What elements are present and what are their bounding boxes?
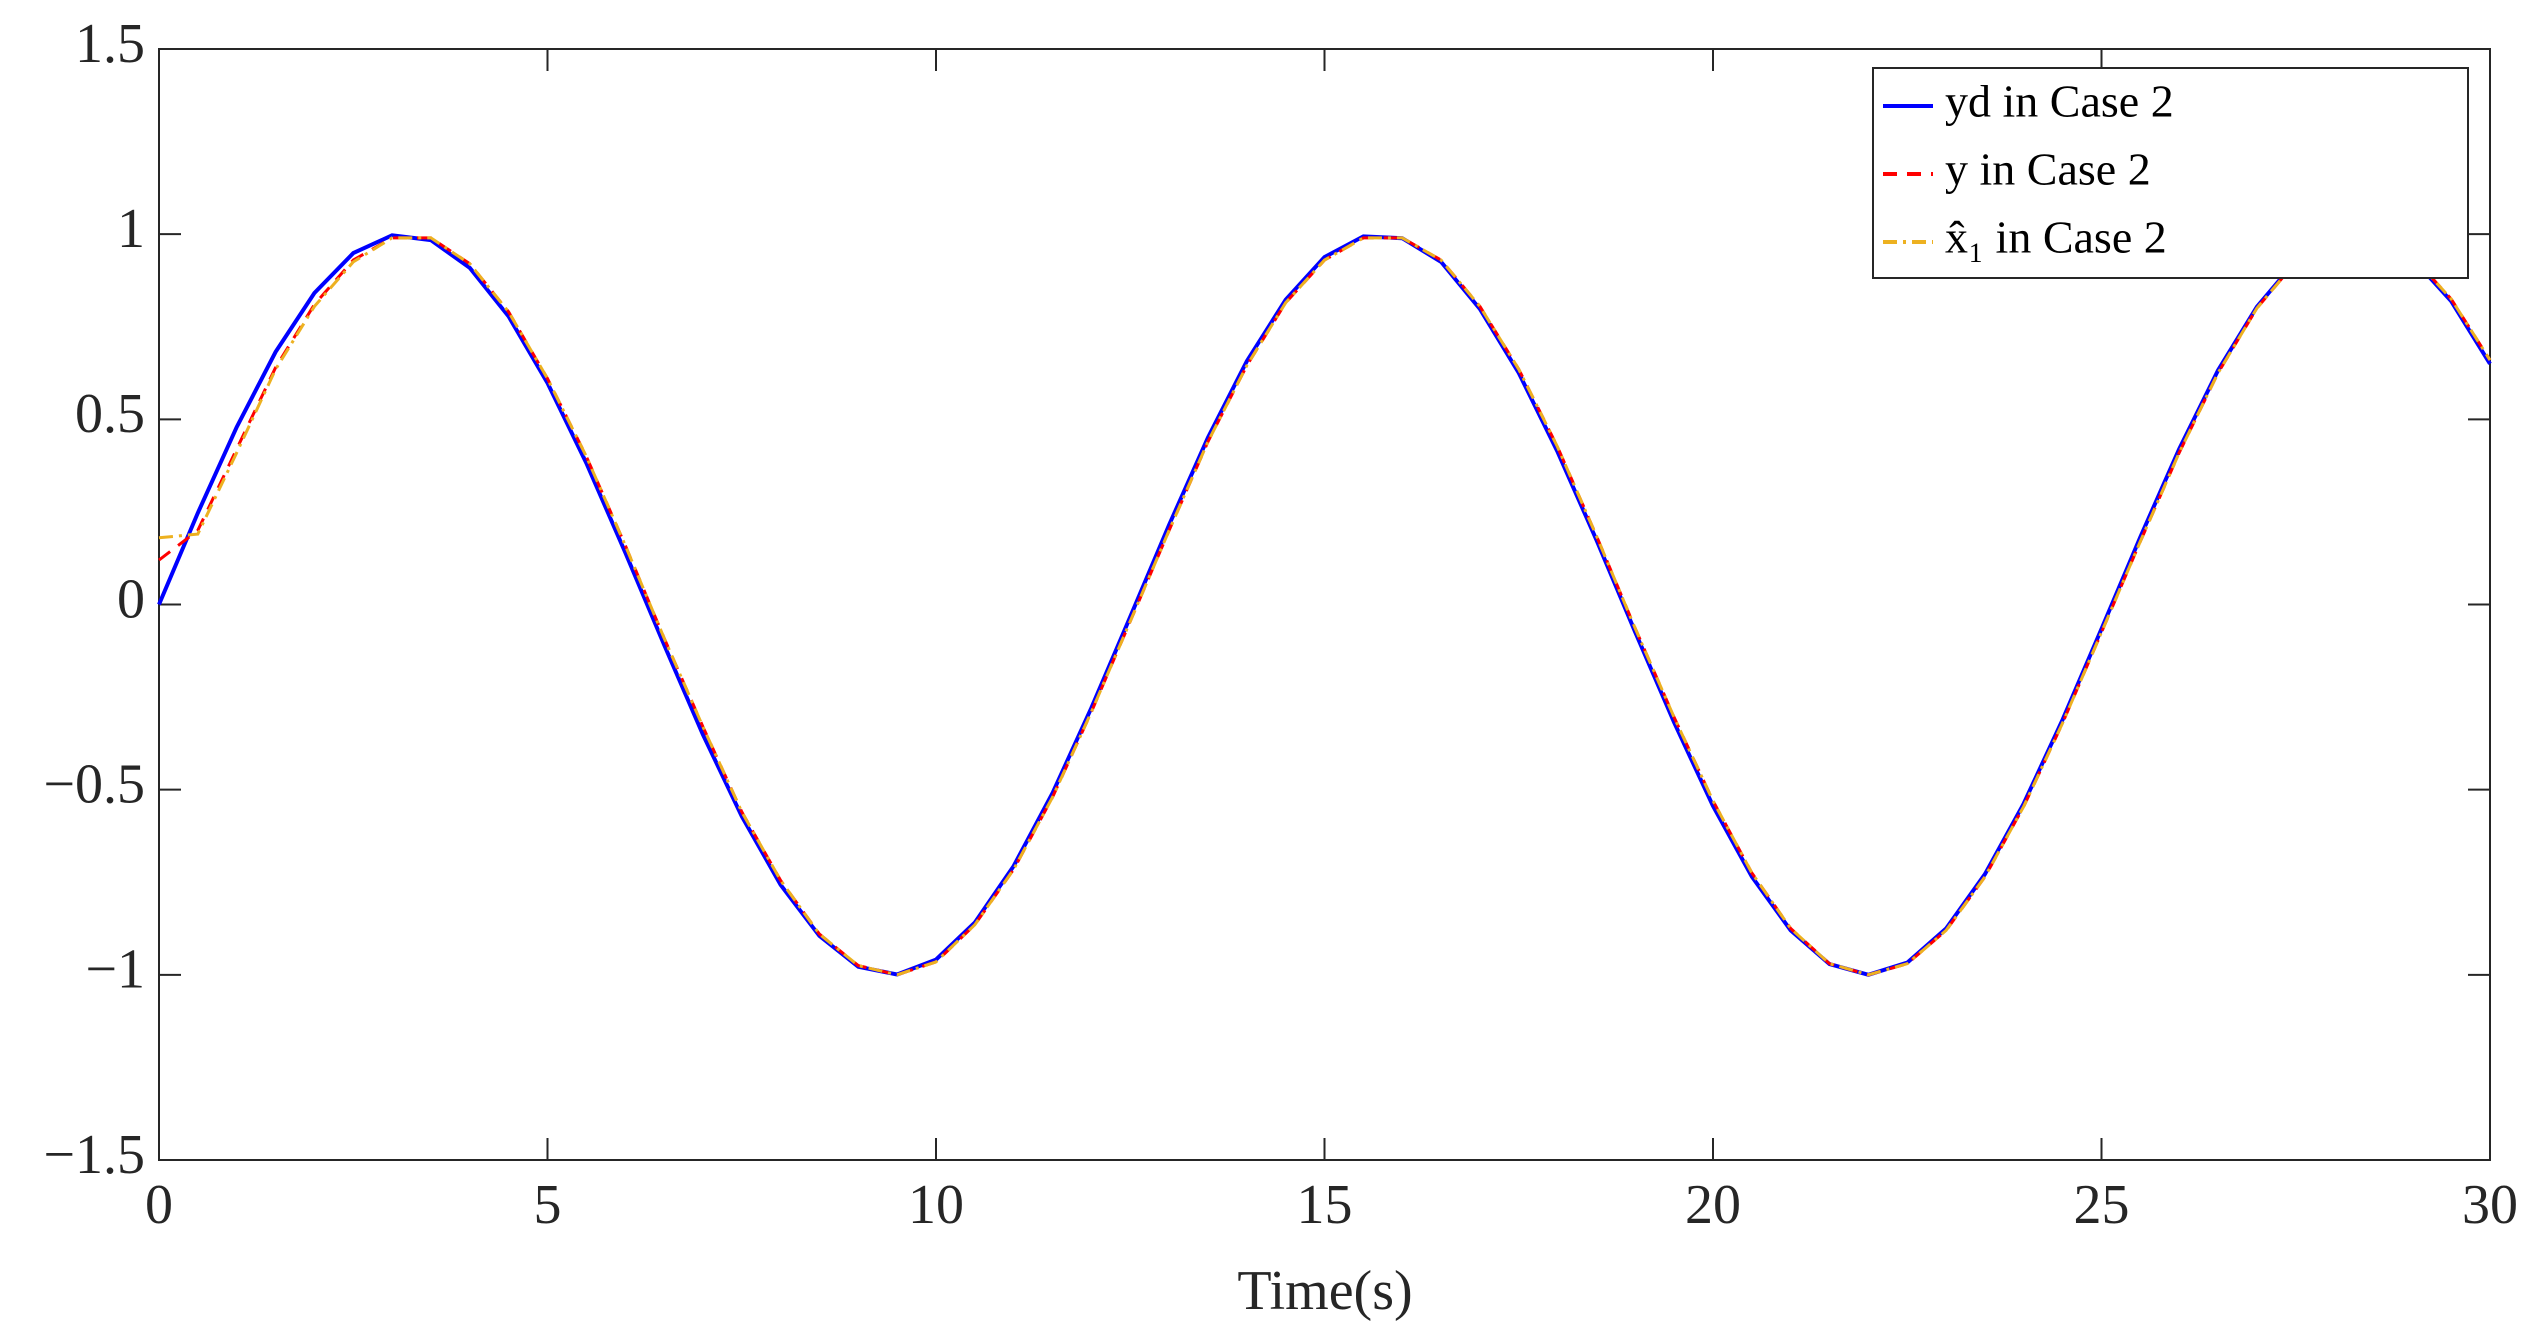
series-line bbox=[158, 234, 2492, 977]
legend-box bbox=[1872, 67, 2469, 279]
x-tick-label: 0 bbox=[145, 1174, 173, 1236]
x-tick-label: 5 bbox=[534, 1174, 562, 1236]
legend-label: y in Case 2 bbox=[1945, 144, 2151, 195]
x-axis-label: Time(s) bbox=[1237, 1260, 1412, 1322]
legend-label: yd in Case 2 bbox=[1945, 76, 2174, 127]
x-tick-label: 30 bbox=[2462, 1174, 2518, 1236]
x-tick-label: 15 bbox=[1297, 1174, 1353, 1236]
y-tick-label: −0.5 bbox=[43, 754, 145, 816]
y-tick-label: 1 bbox=[117, 198, 145, 260]
x-tick-label: 20 bbox=[1685, 1174, 1741, 1236]
y-tick-label: −1.5 bbox=[43, 1124, 145, 1186]
x-tick-label: 25 bbox=[2074, 1174, 2130, 1236]
y-tick-label: 0 bbox=[117, 568, 145, 630]
legend-label: x̂₁ in Case 2 bbox=[1945, 212, 2167, 263]
y-tick-label: 1.5 bbox=[75, 13, 145, 75]
y-tick-label: 0.5 bbox=[75, 383, 145, 445]
x-tick-label: 10 bbox=[908, 1174, 964, 1236]
y-tick-label: −1 bbox=[85, 939, 145, 1001]
